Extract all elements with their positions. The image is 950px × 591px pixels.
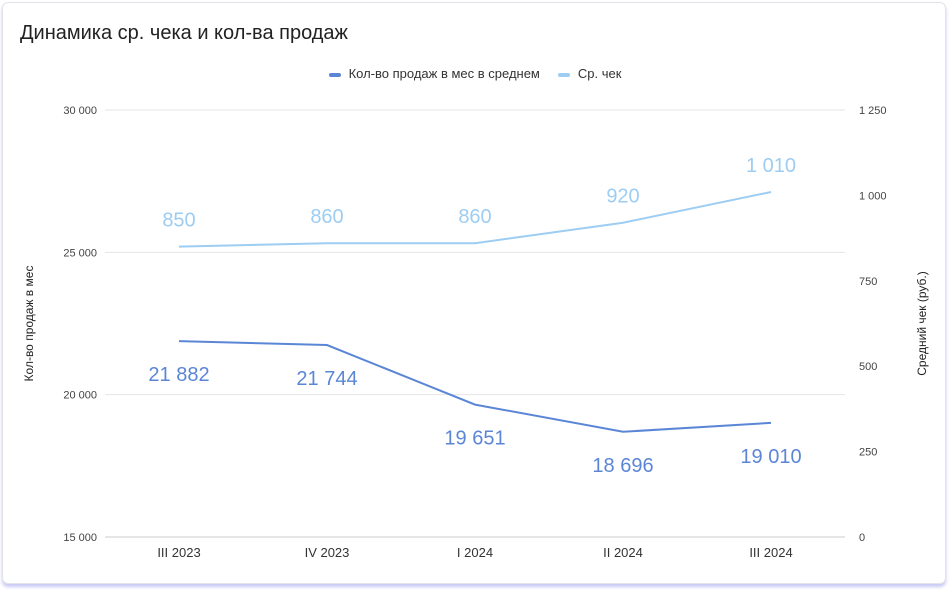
data-label: 1 010 <box>746 155 796 177</box>
chart-card <box>2 2 946 584</box>
chart-title: Динамика ср. чека и кол-ва продаж <box>20 22 348 44</box>
legend-swatch <box>557 72 570 77</box>
data-label: 850 <box>162 210 195 232</box>
y-tick-label: 15 000 <box>63 532 97 544</box>
legend-item-sales[interactable]: Кол-во продаж в мес в среднем <box>328 66 540 81</box>
y-tick-label: 30 000 <box>63 105 97 117</box>
data-label: 860 <box>458 206 491 228</box>
x-tick-label: I 2024 <box>457 545 493 560</box>
y-right-axis-title: Средний чек (руб.) <box>915 271 929 376</box>
series-line-1 <box>178 191 772 248</box>
data-label: 19 651 <box>444 428 505 450</box>
x-tick-label: II 2024 <box>603 545 643 560</box>
y-right-tick-label: 1 250 <box>859 105 887 117</box>
y-right-tick-label: 500 <box>859 361 877 373</box>
legend-item-avg-check[interactable]: Ср. чек <box>557 66 621 81</box>
series-line-0 <box>178 340 772 433</box>
x-tick-label: IV 2023 <box>305 545 350 560</box>
data-label: 920 <box>606 186 639 208</box>
data-label: 860 <box>310 206 343 228</box>
data-label: 18 696 <box>592 455 653 477</box>
x-tick-label: III 2023 <box>157 545 200 560</box>
legend: Кол-во продаж в мес в среднем Ср. чек <box>0 66 950 81</box>
y-right-tick-label: 750 <box>859 276 877 288</box>
data-label: 21 882 <box>148 364 209 386</box>
y-axis-title: Кол-во продаж в мес <box>22 266 36 382</box>
y-right-tick-label: 1 000 <box>859 190 887 202</box>
data-label: 19 010 <box>740 446 801 468</box>
y-tick-label: 20 000 <box>63 390 97 402</box>
data-label: 21 744 <box>296 368 357 390</box>
x-tick-label: III 2024 <box>749 545 792 560</box>
y-tick-label: 25 000 <box>63 247 97 259</box>
y-right-tick-label: 250 <box>859 447 877 459</box>
legend-swatch <box>328 72 341 77</box>
y-right-tick-label: 0 <box>859 532 865 544</box>
